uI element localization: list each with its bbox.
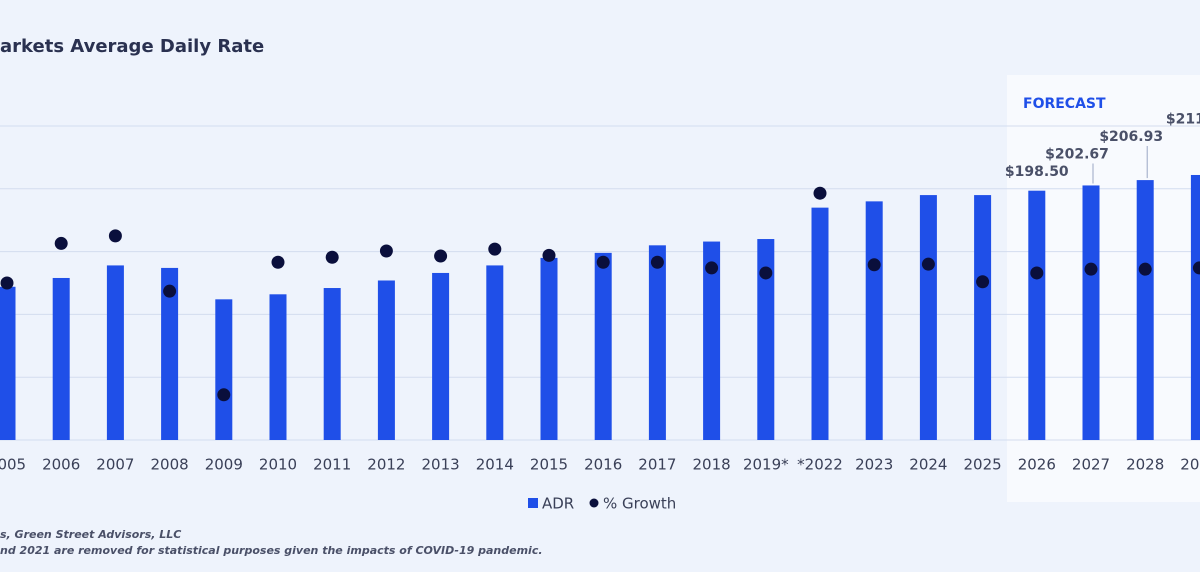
growth-dot <box>867 258 881 272</box>
x-tick-label: 2014 <box>476 456 514 474</box>
growth-dot <box>1138 262 1152 276</box>
bar <box>486 265 504 440</box>
growth-dot <box>596 255 610 269</box>
footnote: s, Green Street Advisors, LLC <box>0 528 181 541</box>
bar <box>377 280 395 440</box>
growth-dot <box>976 275 990 289</box>
x-tick-label: 2023 <box>855 456 893 474</box>
bar <box>323 288 341 440</box>
legend-swatch <box>528 498 538 508</box>
x-tick-label: 2017 <box>638 456 676 474</box>
x-tick-label: 2011 <box>313 456 351 474</box>
bar <box>106 265 124 440</box>
x-tick-label: 2026 <box>1018 456 1056 474</box>
value-label: $198.50 <box>1005 164 1069 180</box>
bar <box>215 299 233 440</box>
value-label: $202.67 <box>1045 147 1109 163</box>
bar <box>269 294 287 440</box>
legend-swatch <box>589 498 599 508</box>
growth-dot <box>542 248 556 262</box>
growth-dot <box>705 261 719 275</box>
bar <box>919 195 937 440</box>
x-tick-label: 2029 <box>1180 456 1200 474</box>
x-tick-label: 2027 <box>1072 456 1110 474</box>
footnote: nd 2021 are removed for statistical purp… <box>0 544 543 557</box>
growth-dot <box>759 266 773 280</box>
x-tick-label: 2015 <box>530 456 568 474</box>
value-label: $211 <box>1166 112 1200 128</box>
bar <box>52 277 70 440</box>
growth-dot <box>1030 266 1044 280</box>
growth-dot <box>379 244 393 258</box>
growth-dot <box>813 186 827 200</box>
bar <box>1136 180 1154 440</box>
growth-dot <box>1084 262 1098 276</box>
x-tick-label: 2025 <box>964 456 1002 474</box>
x-tick-label: *2022 <box>797 456 843 474</box>
growth-dot <box>325 250 339 264</box>
bar <box>594 252 612 440</box>
growth-dot <box>650 255 664 269</box>
bar <box>540 257 558 440</box>
value-label: $206.93 <box>1099 129 1163 145</box>
x-tick-label: 2005 <box>0 456 26 474</box>
growth-dot <box>488 242 502 256</box>
x-tick-label: 2012 <box>367 456 405 474</box>
growth-dot <box>108 229 122 243</box>
growth-dot <box>921 257 935 271</box>
x-tick-label: 2028 <box>1126 456 1164 474</box>
bar <box>0 286 16 440</box>
bar <box>974 195 992 440</box>
legend-label: ADR <box>542 495 574 513</box>
x-tick-label: 2008 <box>151 456 189 474</box>
chart-title: arkets Average Daily Rate <box>0 36 264 57</box>
x-tick-label: 2007 <box>96 456 134 474</box>
growth-dot <box>0 276 14 290</box>
x-tick-label: 2013 <box>422 456 460 474</box>
bar <box>1028 190 1046 440</box>
x-tick-label: 2009 <box>205 456 243 474</box>
x-tick-label: 2024 <box>909 456 947 474</box>
bar <box>865 201 883 440</box>
legend-label: % Growth <box>603 495 676 513</box>
growth-dot <box>217 388 231 402</box>
x-tick-label: 2006 <box>42 456 80 474</box>
x-tick-label: 2019* <box>743 456 789 474</box>
bar <box>432 272 450 440</box>
forecast-label: FORECAST <box>1023 96 1106 112</box>
bar <box>703 241 721 440</box>
bar <box>811 207 829 440</box>
bar <box>161 267 179 440</box>
growth-dot <box>434 249 448 263</box>
bar <box>757 239 775 440</box>
x-tick-label: 2010 <box>259 456 297 474</box>
growth-dot <box>54 236 68 250</box>
bar <box>1190 174 1200 440</box>
growth-dot <box>271 255 285 269</box>
growth-dot <box>1192 261 1200 275</box>
growth-dot <box>163 284 177 298</box>
x-tick-label: 2018 <box>693 456 731 474</box>
bar <box>1082 185 1100 440</box>
bar <box>648 245 666 440</box>
x-tick-label: 2016 <box>584 456 622 474</box>
